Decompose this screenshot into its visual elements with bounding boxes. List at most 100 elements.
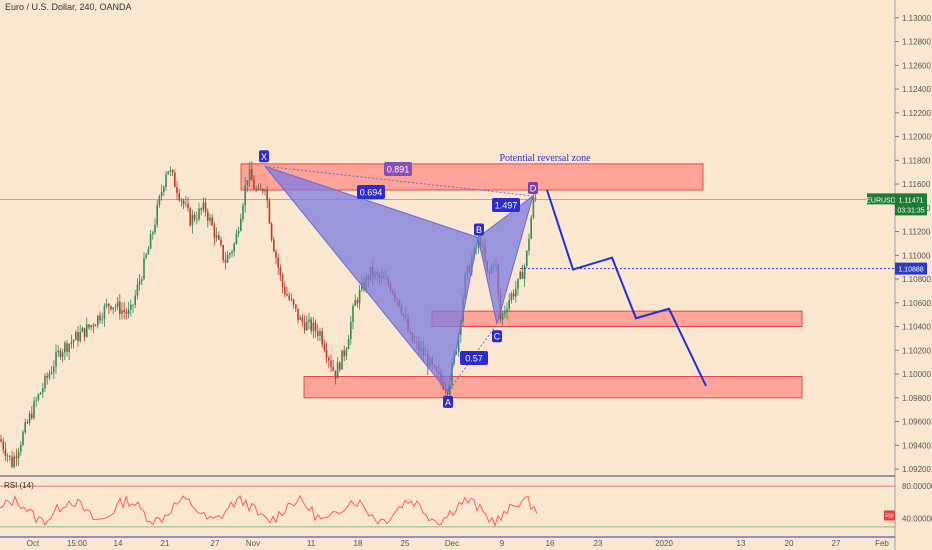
candle-body: [20, 444, 22, 452]
y-tick-label: 1.12600: [902, 61, 931, 70]
candle-body: [284, 286, 286, 295]
candle-body: [9, 455, 11, 457]
ratio-label-bd: 1.497: [495, 201, 518, 211]
candle-body: [273, 239, 275, 252]
candle-body: [526, 250, 528, 266]
candle-body: [88, 324, 90, 328]
candle-body: [99, 315, 101, 321]
x-tick-label: 27: [211, 539, 220, 548]
x-tick-label: 25: [401, 539, 410, 548]
candle-body: [350, 321, 352, 340]
candle-body: [308, 319, 310, 322]
candle-body: [112, 307, 114, 310]
candle-body: [504, 311, 506, 314]
candle-body: [0, 439, 2, 442]
candle-body: [512, 293, 515, 297]
reversal-zone-title: Potential reversal zone: [499, 153, 591, 164]
candle-body: [332, 366, 334, 371]
candle-body: [449, 384, 451, 395]
rsi-line: [0, 494, 538, 528]
ratio-badge: [492, 198, 520, 212]
candle-body: [42, 388, 44, 393]
candle-body: [66, 343, 68, 352]
candle-body: [345, 349, 348, 357]
point-label-a: A: [445, 397, 451, 407]
candle-body: [48, 373, 51, 378]
candle-body: [72, 339, 75, 342]
rsi-tick-label: 40.00000: [902, 515, 932, 524]
candle-body: [264, 190, 266, 192]
candle-body: [312, 322, 315, 332]
candle-body: [251, 168, 253, 181]
candle-body: [209, 217, 211, 221]
candle-body: [299, 317, 301, 320]
ratio-badge: [460, 351, 488, 365]
candle-body: [26, 422, 29, 423]
candle-body: [193, 214, 196, 220]
candle-body: [6, 455, 9, 457]
candle-body: [510, 293, 513, 300]
candle-body: [114, 306, 117, 308]
candle-body: [125, 311, 128, 314]
candle-body: [336, 362, 339, 379]
candle-body: [297, 308, 299, 320]
candle-body: [178, 193, 180, 200]
candle-body: [147, 248, 150, 255]
current-price-badge: [895, 193, 927, 216]
ratio-label-xb: 0.694: [360, 188, 383, 198]
candle-body: [528, 238, 530, 251]
candle-body: [132, 304, 134, 306]
candle-body: [343, 350, 345, 357]
x-tick-label: 18: [354, 539, 363, 548]
candle-body: [50, 372, 53, 374]
candle-body: [134, 295, 136, 305]
x-tick-label: 27: [832, 539, 841, 548]
candle-body: [517, 278, 519, 289]
candle-body: [2, 441, 4, 450]
candle-body: [143, 257, 145, 280]
candle-body: [328, 357, 330, 361]
candle-body: [163, 186, 165, 192]
y-tick-label: 1.12200: [902, 109, 931, 118]
candle-body: [314, 322, 317, 332]
candle-body: [191, 214, 194, 226]
rsi-panel: RSI (14) 80.00000 40.00000 RSI: [0, 481, 932, 528]
y-tick-label: 1.11600: [902, 180, 931, 189]
candle-body: [61, 352, 64, 357]
candle-body: [33, 400, 35, 419]
candle-body: [257, 188, 260, 190]
candle-body: [189, 208, 191, 226]
candle-body: [81, 327, 84, 333]
y-tick-label: 1.10800: [902, 275, 931, 284]
x-tick-label: 23: [594, 539, 603, 548]
candle-body: [149, 234, 152, 249]
candle-body: [244, 185, 246, 206]
candle-body: [68, 343, 70, 352]
candle-body: [22, 432, 24, 445]
candle-body: [207, 211, 209, 221]
candle-body: [11, 456, 13, 467]
point-badge-x: [259, 150, 269, 163]
projection-path: [546, 189, 707, 387]
point-label-x: X: [261, 152, 267, 162]
candle-body: [121, 309, 123, 315]
candle-body: [57, 350, 59, 353]
candle-body: [240, 218, 242, 231]
candle-body: [103, 306, 106, 320]
candle-body: [519, 271, 521, 279]
candle-body: [83, 327, 86, 337]
point-badge-b: [474, 223, 484, 236]
candle-body: [277, 257, 279, 268]
x-tick-label: 9: [500, 539, 505, 548]
candle-body: [341, 350, 343, 370]
candle-body: [158, 196, 161, 205]
candle-body: [259, 188, 262, 190]
candle-body: [246, 180, 249, 186]
y-tick-label: 1.12000: [902, 133, 931, 142]
pattern-triangle-bcd: [477, 194, 534, 325]
candle-body: [281, 274, 284, 287]
candle-body: [310, 319, 312, 332]
candle-body: [218, 235, 220, 240]
candle-body: [55, 352, 57, 367]
